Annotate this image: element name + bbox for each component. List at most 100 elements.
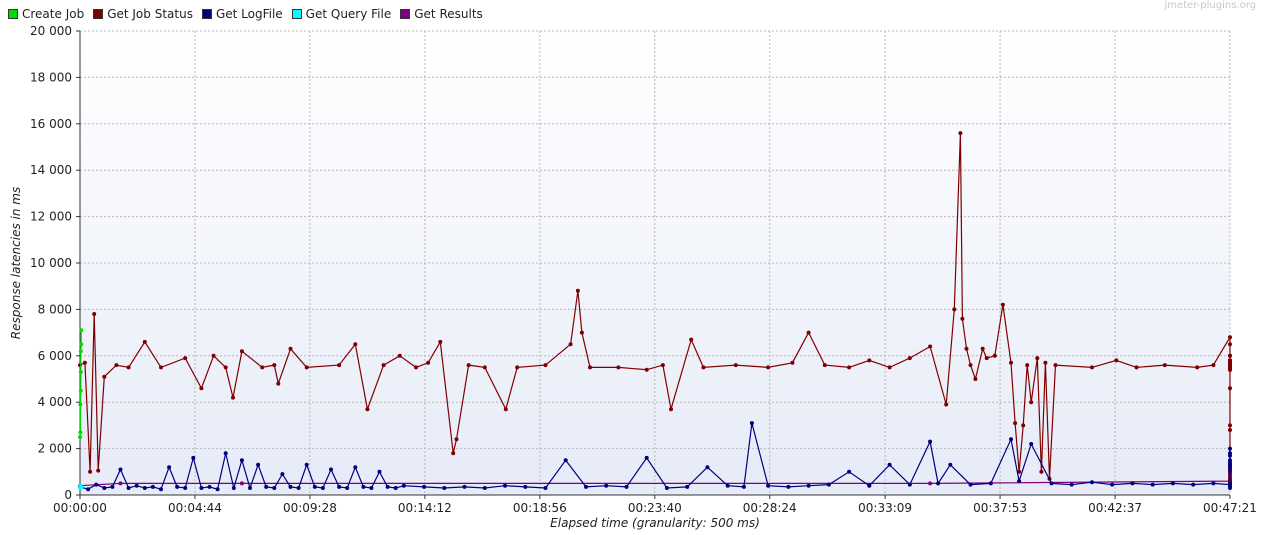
data-point	[248, 486, 252, 490]
x-tick-label: 00:14:12	[398, 501, 452, 515]
data-point	[1025, 363, 1030, 368]
data-point	[142, 339, 147, 344]
data-point	[749, 421, 754, 426]
data-point	[393, 486, 398, 490]
data-point	[1090, 365, 1094, 370]
legend-label: Create Job	[22, 7, 85, 21]
data-point	[515, 365, 520, 370]
data-point	[94, 482, 99, 487]
data-point	[126, 365, 131, 370]
data-point	[296, 486, 301, 490]
series-create-job	[78, 328, 84, 439]
data-point	[563, 458, 568, 463]
y-tick-label: 18 000	[30, 70, 72, 84]
legend-label: Get Job Status	[107, 7, 193, 21]
data-point	[1069, 482, 1074, 487]
data-point	[1029, 400, 1034, 405]
data-point	[588, 365, 592, 370]
y-tick-label: 4 000	[38, 395, 72, 409]
x-tick-label: 00:42:37	[1088, 501, 1142, 515]
data-point	[78, 435, 82, 439]
data-point	[1228, 467, 1232, 472]
data-point	[454, 437, 459, 442]
data-point	[523, 484, 528, 489]
data-point	[78, 430, 83, 435]
data-point	[867, 358, 872, 363]
data-point	[988, 481, 993, 486]
y-axis-label: Response latencies in ms	[9, 187, 23, 339]
data-point	[1211, 481, 1216, 486]
data-point	[766, 365, 771, 370]
x-tick-label: 00:47:21	[1203, 501, 1257, 515]
data-point	[142, 486, 147, 490]
data-point	[88, 469, 93, 474]
data-point	[806, 483, 811, 488]
data-point	[223, 365, 228, 370]
data-point	[826, 482, 831, 487]
data-point	[1110, 482, 1115, 487]
data-point	[466, 363, 471, 368]
data-point	[451, 451, 456, 456]
data-point	[1228, 365, 1232, 370]
x-tick-label: 00:18:56	[513, 501, 567, 515]
data-point	[361, 484, 366, 489]
data-point	[973, 377, 978, 381]
legend-label: Get LogFile	[215, 7, 283, 21]
data-point	[110, 484, 115, 489]
legend-swatch	[291, 9, 302, 19]
data-point	[365, 407, 370, 412]
x-tick-label: 00:28:24	[743, 501, 797, 515]
data-point	[199, 486, 204, 490]
data-point	[482, 365, 487, 370]
series-get-job-status	[78, 131, 1232, 486]
data-point	[175, 484, 180, 489]
data-point	[1000, 302, 1005, 307]
data-point	[701, 365, 706, 370]
data-point	[968, 482, 973, 487]
data-point	[215, 487, 220, 492]
data-point	[786, 484, 791, 489]
data-point	[733, 363, 738, 368]
data-point	[1009, 437, 1013, 442]
data-point	[377, 469, 382, 474]
watermark: jmeter-plugins.org	[1164, 0, 1256, 11]
data-point	[159, 365, 163, 370]
data-point	[369, 486, 374, 490]
data-point	[118, 481, 123, 486]
data-point	[231, 486, 236, 490]
data-point	[1090, 480, 1094, 485]
data-point	[1228, 453, 1232, 458]
data-point	[948, 462, 953, 467]
data-point	[644, 455, 649, 460]
data-point	[1228, 481, 1232, 486]
data-point	[944, 402, 949, 407]
data-point	[964, 346, 969, 351]
data-point	[276, 381, 281, 386]
data-point	[78, 349, 83, 354]
data-point	[822, 363, 827, 368]
data-point	[616, 365, 621, 370]
x-tick-label: 00:37:53	[973, 501, 1027, 515]
legend-item-get-results: Get Results	[400, 7, 483, 21]
data-point	[503, 407, 508, 412]
data-point	[907, 482, 912, 487]
data-point	[280, 472, 285, 477]
data-point	[79, 342, 84, 347]
data-point	[256, 462, 261, 467]
data-point	[118, 467, 123, 472]
data-point	[1228, 386, 1232, 391]
data-point	[992, 353, 997, 358]
data-point	[353, 465, 358, 470]
data-point	[1035, 356, 1040, 361]
data-point	[207, 484, 212, 489]
data-point	[1195, 365, 1200, 370]
data-point	[907, 356, 912, 361]
y-tick-label: 14 000	[30, 163, 72, 177]
series-get-query-file	[78, 483, 84, 490]
data-point	[414, 365, 418, 370]
data-point	[1191, 482, 1196, 487]
data-point	[239, 481, 244, 486]
data-point	[1017, 479, 1022, 484]
chart-legend: Create Job Get Job Status Get LogFile Get Q…	[8, 5, 492, 23]
